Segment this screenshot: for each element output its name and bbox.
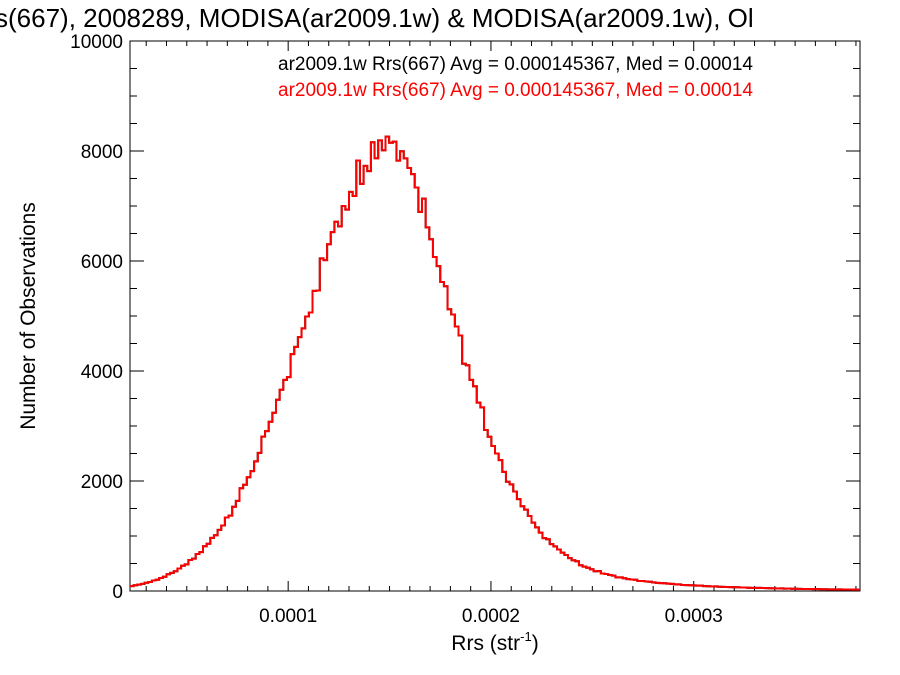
legend-entry-red: ar2009.1w Rrs(667) Avg = 0.000145367, Me… [278, 80, 753, 101]
x-axis-ticks: 0.0001 0.0002 0.0003 [145, 41, 857, 627]
y-axis-ticks: 0 2000 4000 6000 8000 10000 [70, 32, 860, 603]
y-tick-label: 4000 [81, 362, 123, 383]
x-tick-label: 0.0001 [259, 606, 317, 627]
y-tick-label: 6000 [81, 252, 123, 273]
y-axis-label: Number of Observations [17, 202, 40, 430]
y-tick-label: 0 [112, 582, 123, 603]
series-line-black [130, 135, 860, 591]
x-axis-label: Rrs (str-1) [451, 629, 538, 655]
chart-title: s(667), 2008289, MODISA(ar2009.1w) & MOD… [0, 3, 754, 33]
y-tick-label: 2000 [81, 472, 123, 493]
y-tick-label: 8000 [81, 142, 123, 163]
legend-entry-black: ar2009.1w Rrs(667) Avg = 0.000145367, Me… [278, 54, 753, 75]
series-line-red [130, 135, 860, 591]
x-axis-label-exponent: -1 [520, 629, 532, 644]
x-tick-label: 0.0003 [665, 606, 723, 627]
x-tick-label: 0.0002 [462, 606, 520, 627]
y-tick-label: 10000 [70, 32, 123, 53]
histogram-series [130, 135, 860, 591]
x-axis-label-base: Rrs (str [451, 632, 520, 655]
plot-frame [129, 40, 861, 592]
x-axis-label-close: ) [532, 632, 539, 655]
